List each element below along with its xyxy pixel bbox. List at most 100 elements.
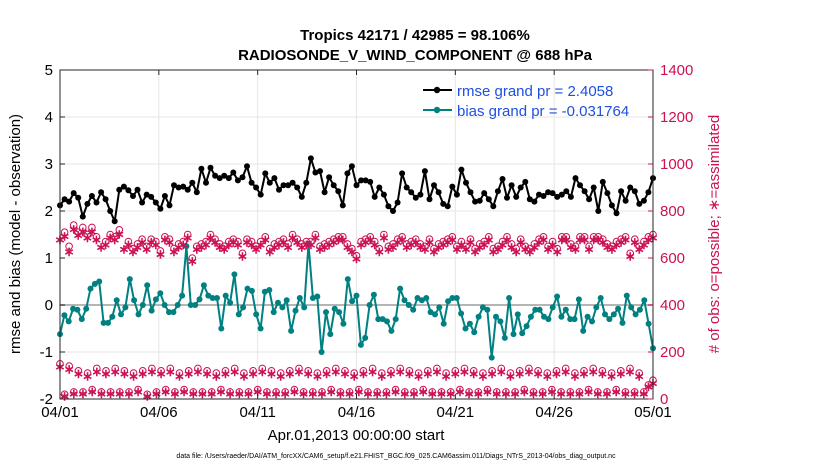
legend-rmse-marker [433, 86, 441, 94]
nposs-marker [65, 362, 73, 370]
nused-marker: ∗ [100, 237, 111, 252]
series-rmse-point [426, 196, 433, 203]
nposs-marker [152, 237, 160, 246]
nused-marker: ∗ [431, 364, 442, 379]
series-bias-point [257, 325, 264, 332]
nposs-marker [424, 367, 432, 375]
nused-marker: ∗ [210, 235, 221, 250]
nposs-marker [603, 240, 612, 248]
series-rmse-point [394, 199, 401, 206]
nused-marker: ∗ [606, 369, 617, 384]
nposs-marker [313, 369, 322, 377]
nused-marker: ∗ [337, 232, 348, 247]
nused-marker: ∗ [634, 242, 645, 257]
nposs-marker [120, 367, 129, 375]
series-rmse-point [371, 193, 378, 200]
series-bias-point [331, 305, 338, 312]
series-bias-point [501, 334, 508, 341]
nused-marker: ∗ [315, 242, 326, 257]
y2-axis-label: # of obs: o=possible; ∗=assimilated [706, 115, 723, 354]
series-rmse-point [148, 193, 155, 200]
series-rmse-point [175, 184, 182, 191]
nposs-marker [307, 237, 315, 246]
series-bias-point [558, 313, 565, 320]
nused-marker: ∗ [427, 386, 438, 401]
series-rmse-point [517, 184, 524, 191]
series-rmse-point [157, 205, 164, 212]
nposs-marker [79, 223, 87, 232]
nposs-marker [575, 388, 584, 396]
nposs-marker [407, 237, 416, 246]
series-rmse-point [61, 196, 68, 203]
nused-marker: ∗ [422, 366, 433, 381]
nused-marker: ∗ [206, 386, 217, 401]
nposs-marker [102, 367, 110, 375]
y2-tick-label: 800 [660, 203, 685, 220]
nused-marker: ∗ [330, 364, 341, 379]
series-bias-point [370, 291, 377, 298]
nused-marker: ∗ [447, 232, 458, 247]
nposs-marker [230, 364, 239, 373]
series-rmse-point [234, 177, 241, 184]
series-bias-point [580, 327, 587, 334]
series-rmse-point [125, 187, 132, 194]
nused-marker: ∗ [629, 235, 640, 250]
nposs-marker [180, 385, 188, 394]
series-bias-point [78, 316, 85, 323]
nposs-marker [299, 388, 308, 396]
nposs-marker [157, 367, 165, 375]
nused-marker: ∗ [433, 239, 444, 254]
nused-marker: ∗ [114, 226, 125, 241]
nused-marker: ∗ [592, 386, 603, 401]
nposs-marker [535, 235, 543, 243]
nposs-marker [165, 235, 174, 243]
series-bias-point [427, 309, 434, 316]
nused-marker: ∗ [381, 386, 392, 401]
nused-marker: ∗ [474, 239, 485, 254]
series-bias-point [270, 309, 277, 316]
nposs-marker [138, 367, 147, 375]
nused-marker: ∗ [378, 230, 389, 245]
nused-marker: ∗ [450, 366, 461, 381]
nposs-marker [336, 388, 345, 396]
nused-marker: ∗ [271, 386, 282, 401]
series-rmse-point [476, 197, 483, 204]
nposs-marker [74, 228, 82, 236]
nused-marker: ∗ [602, 386, 613, 401]
series-rmse-point [504, 194, 510, 201]
nposs-marker [279, 235, 288, 243]
series-bias-point [235, 311, 242, 318]
nposs-marker [456, 385, 464, 394]
nused-marker: ∗ [547, 237, 558, 252]
series-rmse-point [344, 170, 351, 177]
series-bias-point [597, 295, 604, 301]
nused-marker: ∗ [342, 239, 353, 254]
nposs-marker [206, 230, 215, 239]
nused-marker: ∗ [237, 249, 248, 264]
x-tick-label: 05/01 [634, 404, 672, 421]
nused-marker: ∗ [470, 244, 481, 259]
y2-tick-label: 600 [660, 250, 685, 267]
nused-marker: ∗ [442, 235, 453, 250]
nused-marker: ∗ [196, 239, 207, 254]
nused-marker: ∗ [429, 244, 440, 259]
series-rmse-point [216, 175, 223, 182]
nposs-marker [234, 237, 242, 246]
series-bias-point [375, 316, 382, 323]
nused-marker: ∗ [565, 239, 576, 254]
series-rmse-point [463, 179, 469, 186]
nused-marker: ∗ [280, 386, 291, 401]
nposs-marker [626, 249, 635, 258]
series-rmse-point [253, 184, 260, 191]
series-bias-point [488, 354, 495, 361]
nused-marker: ∗ [165, 364, 176, 379]
series-bias-point [418, 297, 425, 304]
nused-marker: ∗ [445, 386, 456, 401]
nposs-marker [382, 388, 391, 396]
series-bias-point [606, 316, 613, 323]
series-bias-point [244, 285, 251, 292]
series-bias-point [113, 297, 120, 304]
nused-marker: ∗ [321, 366, 332, 381]
nused-marker: ∗ [173, 239, 184, 254]
y-tick-label: 5 [45, 62, 53, 79]
